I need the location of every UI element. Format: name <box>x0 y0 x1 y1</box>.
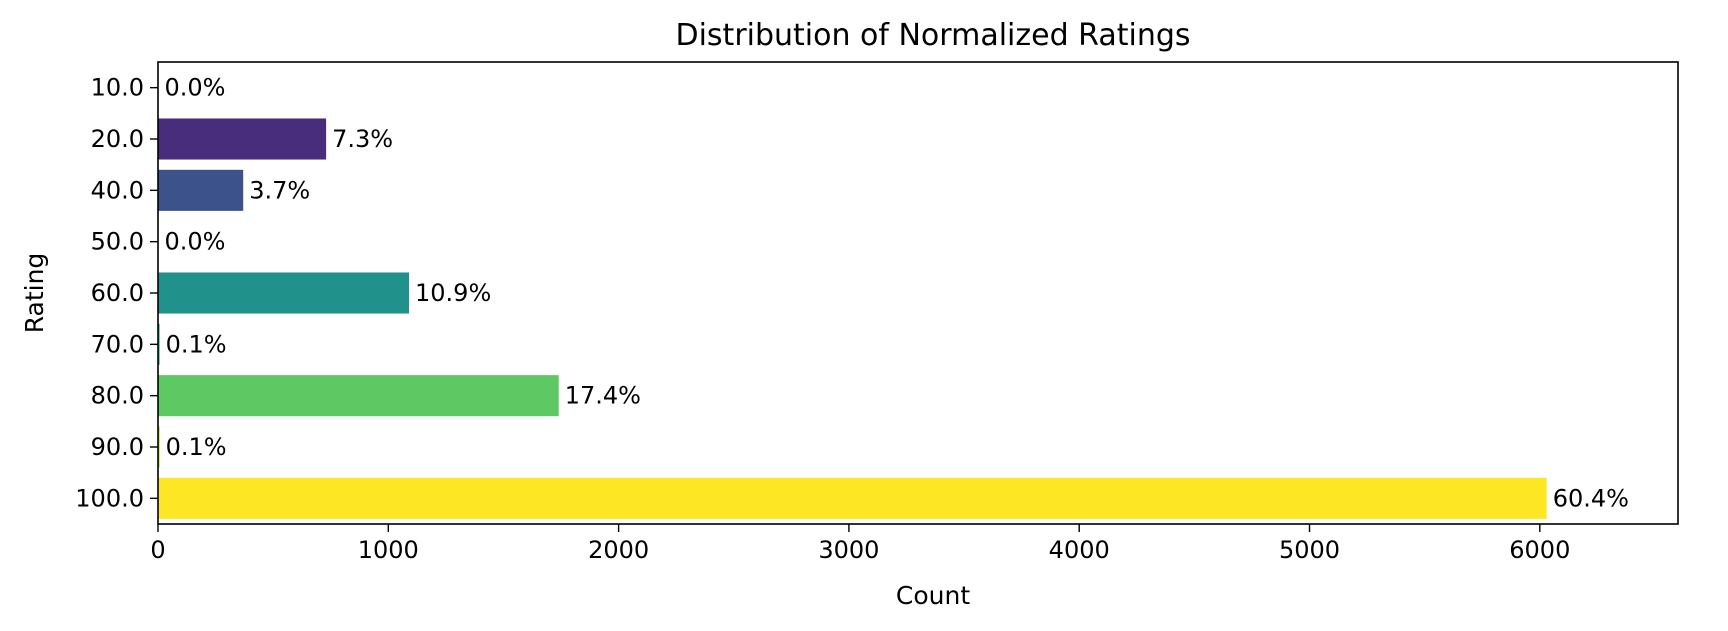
y-tick-label: 10.0 <box>91 74 144 102</box>
bar-40.0 <box>158 169 244 211</box>
y-tick-label: 50.0 <box>91 228 144 256</box>
data-label-40.0: 3.7% <box>249 176 310 204</box>
bar-80.0 <box>158 375 559 417</box>
x-axis-label: Count <box>896 581 970 610</box>
data-label-10.0: 0.0% <box>164 74 225 102</box>
chart-title: Distribution of Normalized Ratings <box>675 18 1190 53</box>
x-tick-label: 5000 <box>1279 536 1340 564</box>
bar-20.0 <box>158 118 327 160</box>
x-axis: 0 1000 2000 3000 4000 5000 6000 <box>150 524 1570 564</box>
y-tick-label: 100.0 <box>75 484 144 512</box>
y-tick-label: 20.0 <box>91 125 144 153</box>
data-label-100.0: 60.4% <box>1553 484 1629 512</box>
bars-group <box>158 67 1547 519</box>
plot-frame <box>157 61 1679 525</box>
data-labels-group: 0.0% 7.3% 3.7% 0.0% 10.9% 0.1% 17.4% 0.1% 60.4% <box>164 74 1629 513</box>
data-label-80.0: 17.4% <box>565 382 641 410</box>
y-axis-label: Rating <box>20 253 49 334</box>
x-tick-label: 6000 <box>1509 536 1570 564</box>
bar-60.0 <box>158 272 410 314</box>
y-tick-label: 40.0 <box>91 176 144 204</box>
data-label-70.0: 0.1% <box>166 330 227 358</box>
y-tick-label: 80.0 <box>91 382 144 410</box>
x-tick-label: 2000 <box>588 536 649 564</box>
bar-90.0 <box>158 426 160 468</box>
data-label-20.0: 7.3% <box>332 125 393 153</box>
x-tick-label: 3000 <box>818 536 879 564</box>
bar-70.0 <box>158 323 160 365</box>
x-tick-label: 1000 <box>358 536 419 564</box>
y-axis: 10.0 20.0 40.0 50.0 60.0 70.0 80.0 90.0 100.0 <box>75 74 158 512</box>
data-label-50.0: 0.0% <box>164 228 225 256</box>
bar-100.0 <box>158 477 1547 519</box>
x-tick-label: 0 <box>150 536 165 564</box>
y-tick-label: 70.0 <box>91 330 144 358</box>
x-tick-label: 4000 <box>1049 536 1110 564</box>
data-label-60.0: 10.9% <box>415 279 491 307</box>
data-label-90.0: 0.1% <box>166 433 227 461</box>
y-tick-label: 60.0 <box>91 279 144 307</box>
y-tick-label: 90.0 <box>91 433 144 461</box>
